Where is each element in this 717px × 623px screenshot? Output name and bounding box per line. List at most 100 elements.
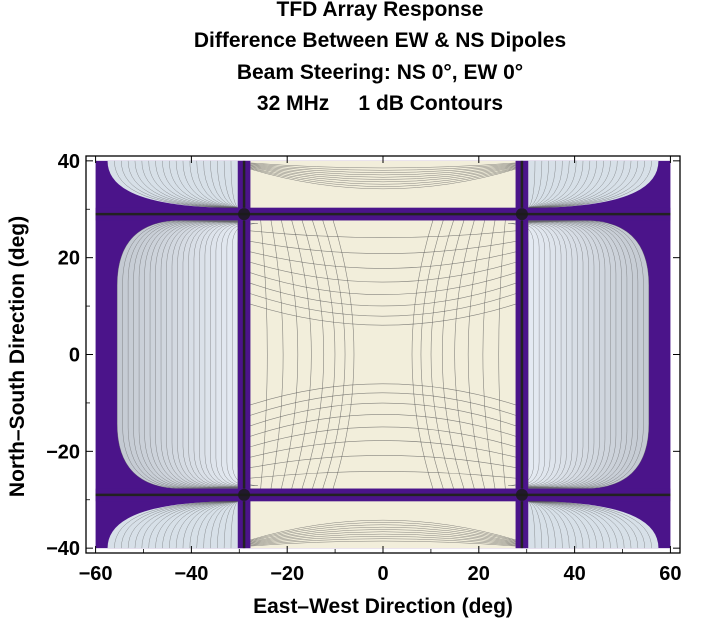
y-tick-label: −20 [46,441,80,463]
contour-line [528,160,625,209]
contour-line [528,500,563,549]
contour-line [250,230,516,238]
corner-lobe [107,160,239,209]
contour-line [498,220,506,489]
contour-line [148,160,238,209]
contour-line [528,500,618,549]
contour-line [291,220,312,489]
contour-line [127,160,238,209]
contour-line [528,500,604,549]
x-tick-label: −20 [270,563,304,585]
contour-line [250,526,516,543]
contour-line [281,220,299,489]
contour-line [528,500,577,549]
contour-line [121,160,238,209]
contour-line [528,500,597,549]
contour-line [196,160,238,209]
contour-line [203,160,238,209]
chart-title-line-3: Beam Steering: NS 0°, EW 0° [236,61,524,84]
contour-line [528,160,639,209]
contour-line [250,272,516,295]
contour-line [250,531,516,544]
contour-line [250,261,516,283]
contour-line [169,500,238,549]
contour-line [250,426,516,448]
contour-line [528,160,618,209]
chart-title-line-2: Difference Between EW & NS Dipoles [193,29,567,52]
contour-line [250,392,516,416]
plot-area [86,156,680,553]
corner-fill [528,501,659,549]
contour-line [250,440,516,458]
x-axis-label: East–West Direction (deg) [253,595,513,618]
null-intersection [238,488,251,501]
contour-line [528,160,652,209]
y-tick-label: 20 [58,248,80,270]
contour-line [182,500,238,549]
corner-fill [107,501,238,549]
x-tick-label: 40 [563,563,585,585]
contour-line [528,160,597,209]
contour-line [155,160,238,209]
corner-lobe [527,160,659,209]
contour-line [411,220,434,489]
contour-line [250,540,516,547]
contour-line [250,168,516,190]
chart-title-line-4: 32 MHz 1 dB Contours [256,92,504,115]
contour-line [528,500,570,549]
corner-fill [107,160,238,208]
contour-line [230,160,239,208]
contour-line [121,500,238,549]
contour-line [528,500,611,549]
null-intersection [515,488,528,501]
contour-line [250,414,516,437]
contour-line [528,500,543,549]
corner-fill [528,160,659,208]
contour-line [528,500,556,549]
contour-line [250,167,516,185]
contour-line [528,500,652,549]
contour-line [250,524,516,542]
contour-line [155,500,238,549]
contour-line [223,500,238,549]
x-tick-label: −40 [174,563,208,585]
contour-line [250,522,516,541]
contour-line [430,220,454,489]
x-tick-label: 0 [377,563,388,585]
contour-line [169,160,238,209]
contour-line [250,471,516,479]
contour-line [250,536,516,545]
contour-line [250,402,516,427]
corner-lobe [527,500,659,549]
right-lobe [508,220,650,489]
contour-line [182,160,238,209]
contour-line [250,165,516,178]
contour-line [134,160,238,209]
contour-line [250,168,516,187]
contour-line [250,164,516,173]
contour-line [312,220,336,489]
contour-line [210,160,238,209]
corner-lobe [107,500,239,549]
contour-line [528,160,604,209]
contour-line [528,500,584,549]
contour-line [454,220,475,489]
contour-line [301,220,324,489]
contour-line [162,160,238,209]
contour-line [528,160,570,209]
null-intersection [238,208,251,221]
bottom-lobe [250,501,516,549]
contour-line [189,500,238,549]
contour-line [250,383,516,406]
contour-line [528,160,577,209]
contour-line [528,160,584,209]
contour-line [250,166,516,180]
axis-ticks: −60 −40 −20 0 20 40 60 −40 −20 0 20 40 [46,151,681,585]
contour-line [217,500,238,549]
contour-line [230,501,239,549]
contour-line [250,166,516,183]
contour-line [442,220,465,489]
contour-line [127,500,238,549]
contour-line [528,160,543,209]
